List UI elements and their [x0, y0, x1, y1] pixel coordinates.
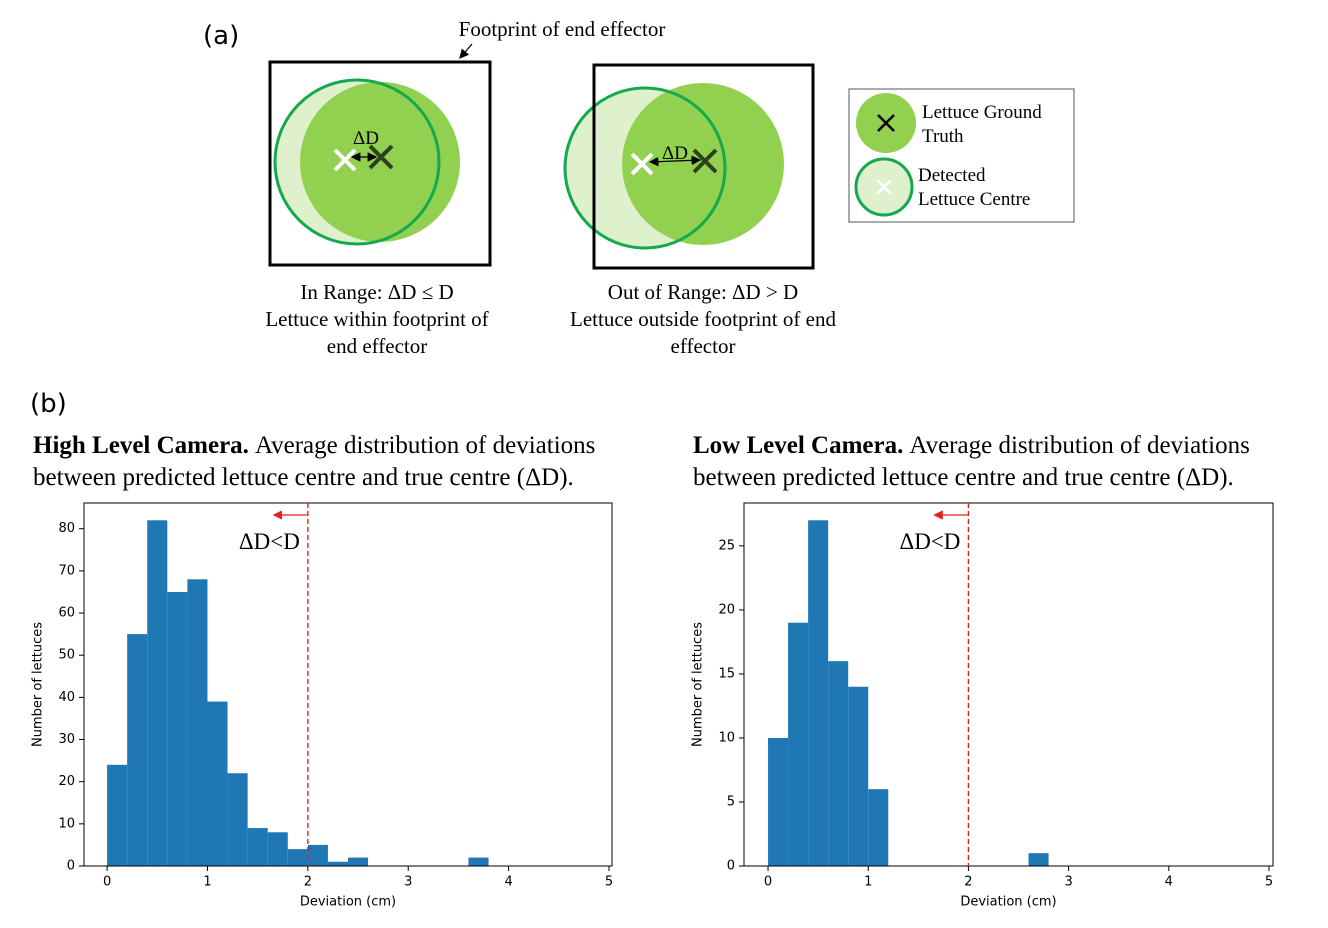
- bar: [808, 520, 829, 866]
- chart-title: between predicted lettuce centre and tru…: [33, 464, 574, 491]
- y-tick-label: 5: [727, 794, 735, 809]
- bar: [307, 844, 328, 866]
- chart-title: Low Level Camera. Average distribution of…: [693, 432, 1250, 459]
- y-tick-label: 10: [718, 730, 735, 745]
- x-tick-label: 0: [764, 875, 772, 890]
- bar: [848, 686, 869, 866]
- y-tick-label: 50: [58, 648, 75, 663]
- bar: [227, 773, 248, 866]
- footprint-label: Footprint of end effector: [459, 17, 666, 41]
- bar: [287, 849, 308, 866]
- x-tick-label: 2: [964, 875, 972, 890]
- y-tick-label: 30: [58, 732, 75, 747]
- bar: [788, 622, 809, 866]
- x-tick-label: 5: [605, 875, 613, 890]
- detected-cross: [630, 152, 654, 176]
- pointer: [459, 43, 473, 59]
- x-tick-label: 2: [304, 875, 312, 890]
- x-tick-label: 3: [1064, 875, 1072, 890]
- bar: [828, 661, 849, 866]
- legend-label: Truth: [922, 126, 964, 147]
- plot-frame: [83, 502, 613, 867]
- title-text: Average distribution of deviations: [255, 432, 595, 459]
- legend-label: Lettuce Centre: [918, 189, 1030, 210]
- bar: [1028, 853, 1049, 866]
- bar: [267, 832, 288, 866]
- legend-label: Detected: [918, 165, 986, 186]
- y-tick-label: 0: [67, 859, 75, 874]
- bar: [147, 520, 168, 866]
- title-text: Average distribution of deviations: [909, 432, 1249, 459]
- panel-label: (b): [30, 389, 67, 419]
- x-tick-label: 4: [1165, 875, 1173, 890]
- x-tick-label: 1: [203, 875, 211, 890]
- y-tick-label: 70: [58, 563, 75, 578]
- delta-arrow: [648, 155, 702, 167]
- diagram: (a) Footprint of end effector ΔD ΔD Lett…: [203, 17, 1075, 358]
- x-tick-label: 0: [103, 875, 111, 890]
- bar: [468, 857, 489, 866]
- bar: [868, 789, 889, 866]
- bar: [107, 764, 128, 866]
- title-bold: Low Level Camera.: [693, 432, 903, 459]
- caption: In Range: ΔD ≤ D: [300, 280, 453, 304]
- x-axis-label: Deviation (cm): [960, 895, 1056, 910]
- footprint-box: [268, 60, 492, 267]
- bar: [768, 737, 789, 866]
- x-tick-label: 1: [864, 875, 872, 890]
- x-axis-label: Deviation (cm): [300, 895, 396, 910]
- y-tick-label: 10: [58, 816, 75, 831]
- caption: Out of Range: ΔD > D: [608, 280, 798, 304]
- y-tick-label: 15: [718, 666, 735, 681]
- y-tick-label: 20: [718, 602, 735, 617]
- legend-truth-cross: [877, 114, 895, 132]
- caption: Lettuce within footprint of: [265, 307, 488, 331]
- y-tick-label: 25: [718, 538, 735, 553]
- truth-cross: [368, 144, 394, 170]
- caption: Lettuce outside footprint of end: [570, 307, 836, 331]
- x-tick-label: 5: [1265, 875, 1273, 890]
- detected-outline: [563, 86, 727, 250]
- bar: [348, 857, 369, 866]
- y-tick-label: 20: [58, 774, 75, 789]
- plot-frame: [743, 502, 1274, 867]
- y-tick-label: 80: [58, 521, 75, 536]
- y-tick-label: 0: [727, 859, 735, 874]
- truth-disc: [300, 82, 460, 242]
- x-tick-label: 3: [404, 875, 412, 890]
- bar: [187, 579, 208, 866]
- chart-title: between predicted lettuce centre and tru…: [693, 464, 1234, 491]
- y-tick-label: 40: [58, 690, 75, 705]
- bar: [127, 634, 148, 866]
- caption: effector: [671, 334, 736, 358]
- panel-label: (a): [203, 21, 239, 51]
- legend-detected-cross: [876, 179, 892, 195]
- y-axis-label: Number of lettuces: [31, 622, 46, 747]
- chart-title: High Level Camera. Average distribution o…: [33, 432, 595, 459]
- bar: [247, 828, 268, 866]
- x-tick-label: 4: [504, 875, 512, 890]
- footprint-box: [592, 63, 815, 270]
- delta-label: ΔD: [662, 143, 688, 164]
- truth-cross: [692, 148, 718, 174]
- y-tick-label: 60: [58, 606, 75, 621]
- y-axis-label: Number of lettuces: [691, 622, 706, 747]
- bar: [327, 861, 348, 866]
- threshold-label: ΔD<D: [899, 529, 960, 554]
- detected-outline: [273, 78, 441, 246]
- legend-label: Lettuce Ground: [922, 102, 1042, 123]
- bar: [167, 591, 188, 866]
- caption: end effector: [327, 334, 427, 358]
- title-bold: High Level Camera.: [33, 432, 249, 459]
- threshold-label: ΔD<D: [239, 529, 300, 554]
- bar: [207, 701, 228, 866]
- delta-label: ΔD: [353, 128, 379, 149]
